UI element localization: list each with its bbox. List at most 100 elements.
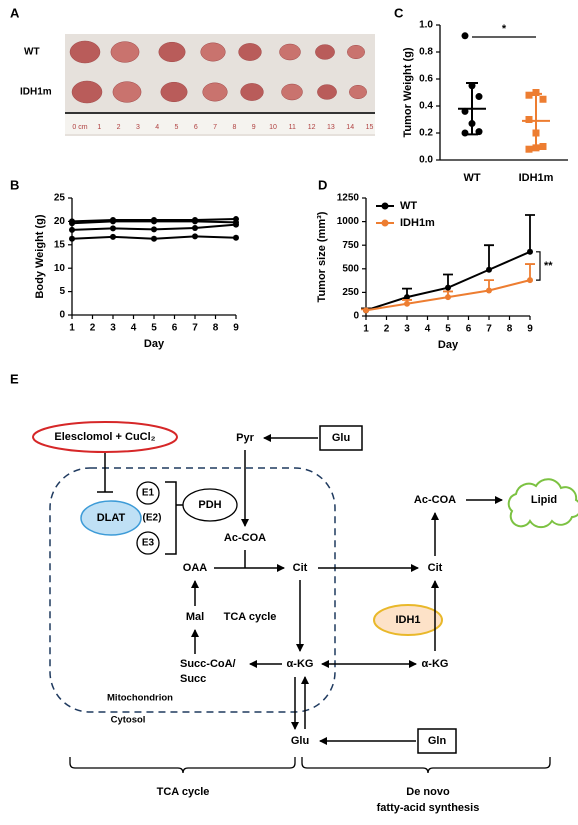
- data-point: [527, 248, 533, 255]
- x-tick-label: 7: [192, 323, 198, 334]
- data-point: [151, 218, 157, 225]
- ruler-label: 4: [155, 124, 159, 131]
- data-point: [233, 234, 239, 241]
- row-label: IDH1m: [20, 87, 52, 98]
- idh1-oval: [373, 604, 443, 636]
- y-tick-label: 15: [54, 239, 66, 250]
- mitochondrion-boundary: [49, 467, 336, 713]
- ruler-label: 14: [346, 124, 354, 131]
- data-point: [192, 233, 198, 240]
- subunit-circle: [136, 481, 160, 505]
- tumor: [71, 80, 103, 104]
- x-tick-label: 7: [486, 324, 492, 335]
- node-label: Lipid: [531, 494, 557, 506]
- panel-label: A: [10, 5, 20, 20]
- tumor: [315, 44, 335, 60]
- node-label: α-KG: [422, 658, 449, 670]
- node-label: DLAT: [97, 512, 126, 524]
- node-label: TCA cycle: [224, 611, 277, 623]
- data-point: [461, 129, 469, 137]
- y-tick-label: 0.4: [419, 101, 433, 112]
- data-point: [69, 220, 75, 227]
- data-point: [525, 91, 533, 99]
- data-point: [151, 226, 157, 233]
- data-point: [192, 224, 198, 231]
- row-label: WT: [24, 47, 40, 58]
- tumor: [110, 41, 140, 63]
- compartment-label: Cytosol: [111, 715, 146, 726]
- y-tick-label: 25: [54, 193, 66, 204]
- ruler-label: 10: [269, 124, 277, 131]
- tumor: [349, 84, 367, 100]
- ruler-label: 12: [308, 124, 316, 131]
- y-tick-label: 0.2: [419, 128, 433, 139]
- significance-bracket: [536, 251, 541, 281]
- significance-label: *: [502, 23, 507, 35]
- sd-bar: [530, 92, 542, 149]
- error-bar: [525, 214, 535, 252]
- ruler-label: 1: [97, 124, 101, 131]
- y-tick-label: 1.0: [419, 20, 433, 31]
- ruler-label: 9: [252, 124, 256, 131]
- x-tick-label: 5: [445, 324, 451, 335]
- y-axis-label: Body Weight (g): [34, 214, 46, 298]
- significance-label: **: [544, 260, 553, 272]
- y-tick-label: 1000: [337, 216, 360, 227]
- ruler-label: 7: [213, 124, 217, 131]
- node-label: Elesclomol + CuCl₂: [54, 431, 155, 443]
- x-tick-label: 3: [404, 324, 410, 335]
- node-label: (E2): [143, 513, 162, 524]
- data-point: [110, 225, 116, 232]
- x-tick-label: 3: [110, 323, 116, 334]
- tumor: [202, 82, 228, 102]
- node-box: [319, 425, 363, 451]
- ruler-label: 6: [194, 124, 198, 131]
- data-point: [404, 300, 410, 307]
- x-tick-label: 4: [131, 323, 137, 334]
- x-axis-label: Day: [438, 339, 459, 351]
- node-label: PDH: [198, 499, 221, 511]
- tumor: [112, 81, 142, 103]
- data-point: [475, 93, 483, 101]
- pdh-oval: [182, 488, 238, 522]
- data-point: [151, 235, 157, 242]
- data-point: [69, 235, 75, 242]
- node-label: Succ-CoA/: [180, 658, 236, 670]
- y-tick-label: 0.8: [419, 47, 433, 58]
- ruler-label: 8: [232, 124, 236, 131]
- data-point: [539, 95, 547, 103]
- x-tick-label: 2: [384, 324, 390, 335]
- legend-label: WT: [400, 200, 417, 212]
- data-point: [461, 32, 469, 40]
- x-tick-label: 1: [69, 323, 75, 334]
- legend-marker: [381, 219, 389, 227]
- drug-oval: [32, 421, 178, 453]
- panel-label: B: [10, 177, 19, 192]
- data-point: [69, 226, 75, 233]
- compartment-label: Mitochondrion: [107, 693, 173, 704]
- panel-label: D: [318, 177, 327, 192]
- y-tick-label: 500: [342, 263, 359, 274]
- node-label: IDH1: [395, 614, 420, 626]
- y-tick-label: 0.6: [419, 74, 433, 85]
- node-label: Ac-COA: [414, 494, 456, 506]
- tumor: [200, 42, 226, 62]
- x-tick-label: 8: [213, 323, 219, 334]
- data-point: [486, 266, 492, 273]
- node-label: Ac-COA: [224, 532, 266, 544]
- y-tick-label: 5: [59, 286, 65, 297]
- y-tick-label: 0: [59, 310, 65, 321]
- tumor: [160, 81, 188, 103]
- ruler-label: 2: [117, 124, 121, 131]
- x-tick-label: 5: [151, 323, 157, 334]
- node-label: E1: [142, 488, 155, 499]
- data-point: [445, 284, 451, 291]
- tumor: [69, 40, 101, 64]
- node-label: α-KG: [287, 658, 314, 670]
- panel-label: E: [10, 371, 19, 386]
- node-label: OAA: [183, 562, 208, 574]
- ruler-label: 13: [327, 124, 335, 131]
- data-point: [233, 221, 239, 228]
- x-tick-label: 6: [172, 323, 178, 334]
